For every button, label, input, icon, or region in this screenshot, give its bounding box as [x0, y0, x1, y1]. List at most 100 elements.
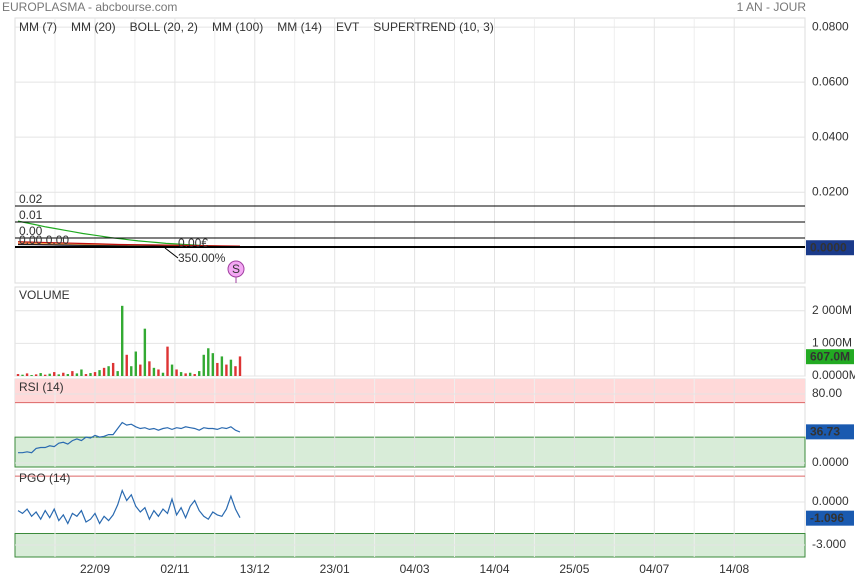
last-value-badge	[806, 240, 854, 256]
volume-bar	[43, 374, 47, 376]
site-title: EUROPLASMA - abcbourse.com	[2, 0, 177, 14]
volume-bar	[211, 353, 215, 376]
y-tick-label: 1 000M	[812, 336, 852, 350]
volume-bar	[16, 374, 20, 376]
volume-bar	[216, 362, 219, 376]
overbought-zone	[15, 379, 805, 403]
volume-bar	[84, 374, 88, 376]
volume-bar	[53, 372, 56, 376]
volume-bar	[62, 372, 65, 376]
y-tick-label: 0.0000	[812, 455, 849, 469]
volume-bar	[184, 373, 187, 376]
series-line	[17, 241, 241, 247]
event-marker	[227, 260, 245, 278]
panel-title: RSI (14)	[19, 380, 64, 394]
y-tick-label: 0.0600	[812, 74, 849, 88]
volume-bar	[198, 371, 201, 376]
legend-entry[interactable]: BOLL (20, 2)	[130, 20, 198, 34]
level-label: 0.00	[19, 224, 43, 238]
legend-entry[interactable]: MM (7)	[19, 20, 57, 34]
volume-bar	[166, 346, 169, 376]
volume-bar	[229, 359, 233, 376]
x-tick-label: 23/01	[320, 562, 350, 576]
y-tick-label: 0.0400	[812, 129, 849, 143]
volume-bar	[111, 362, 115, 376]
volume-bar	[134, 351, 137, 376]
last-value-badge	[806, 510, 854, 526]
volume-bar	[238, 356, 242, 376]
volume-bar	[220, 356, 224, 376]
legend-entry[interactable]: EVT	[336, 20, 360, 34]
volume-bar	[107, 366, 110, 376]
volume-bar	[116, 371, 119, 376]
volume-bar	[75, 373, 79, 376]
volume-bar	[143, 328, 147, 376]
volume-bar	[89, 373, 92, 376]
y-tick-label: 0.0000	[812, 494, 849, 508]
volume-bar	[193, 374, 196, 376]
volume-bar	[57, 374, 60, 376]
x-tick-label: 04/07	[639, 562, 669, 576]
level-label: 0.00 0.00	[19, 233, 69, 247]
price-label: 0.00€	[178, 236, 208, 250]
volume-bar	[207, 348, 210, 376]
volume-bar	[39, 373, 42, 376]
level-label: 0.02	[19, 192, 43, 206]
panel-title: VOLUME	[19, 288, 70, 302]
x-tick-label: 25/05	[559, 562, 589, 576]
y-tick-label: 0.0200	[812, 184, 849, 198]
y-tick-label: 80.00	[812, 386, 842, 400]
volume-bar	[121, 305, 124, 376]
x-tick-label: 14/04	[479, 562, 509, 576]
volume-bar	[21, 374, 24, 376]
volume-bar	[188, 372, 192, 376]
event-label: S	[232, 262, 240, 276]
x-tick-label: 13/12	[240, 562, 270, 576]
legend-entry[interactable]: SUPERTREND (10, 3)	[373, 20, 493, 34]
y-tick-label: 0.0000M	[812, 368, 855, 382]
y-tick-label: 0.0800	[812, 19, 849, 33]
last-value-badge	[806, 349, 854, 365]
volume-bar	[225, 364, 228, 376]
level-label: 0.01	[19, 208, 43, 222]
panel	[14, 17, 806, 284]
legend-entry[interactable]: MM (100)	[212, 20, 263, 34]
volume-bar	[234, 366, 237, 376]
x-tick-label: 14/08	[719, 562, 749, 576]
volume-bar	[125, 354, 128, 376]
volume-bar	[202, 354, 205, 376]
volume-bar	[80, 369, 83, 376]
y-tick-label: 2 000M	[812, 303, 852, 317]
y-tick-label: -3.000	[812, 537, 846, 551]
last-value-badge	[806, 424, 854, 440]
legend-entry[interactable]: MM (20)	[71, 20, 116, 34]
volume-bar	[175, 369, 178, 376]
volume-bar	[130, 366, 133, 376]
last-value: 36.73	[810, 425, 840, 439]
volume-bar	[139, 364, 142, 376]
volume-bar	[98, 370, 101, 376]
volume-bar	[161, 372, 165, 376]
volume-bar	[170, 364, 174, 376]
change-label: 350.00%	[178, 251, 226, 265]
series-line	[17, 488, 241, 525]
volume-bar	[179, 372, 183, 376]
price-pointer	[164, 247, 179, 259]
volume-bar	[93, 372, 97, 376]
x-tick-label: 22/09	[80, 562, 110, 576]
volume-bar	[34, 374, 38, 376]
panel	[14, 286, 806, 377]
series-line	[18, 421, 241, 454]
volume-bar	[102, 367, 106, 376]
x-tick-label: 04/03	[400, 562, 430, 576]
volume-bar	[48, 373, 51, 376]
last-value: -1.096	[810, 511, 844, 525]
last-value: 607.0M	[810, 349, 850, 363]
x-tick-label: 02/11	[160, 562, 189, 576]
volume-bar	[148, 361, 151, 376]
volume-bar	[157, 369, 160, 376]
period[interactable]: 1 AN - JOUR	[737, 0, 807, 14]
volume-bar	[25, 373, 29, 376]
legend-entry[interactable]: MM (14)	[277, 20, 322, 34]
